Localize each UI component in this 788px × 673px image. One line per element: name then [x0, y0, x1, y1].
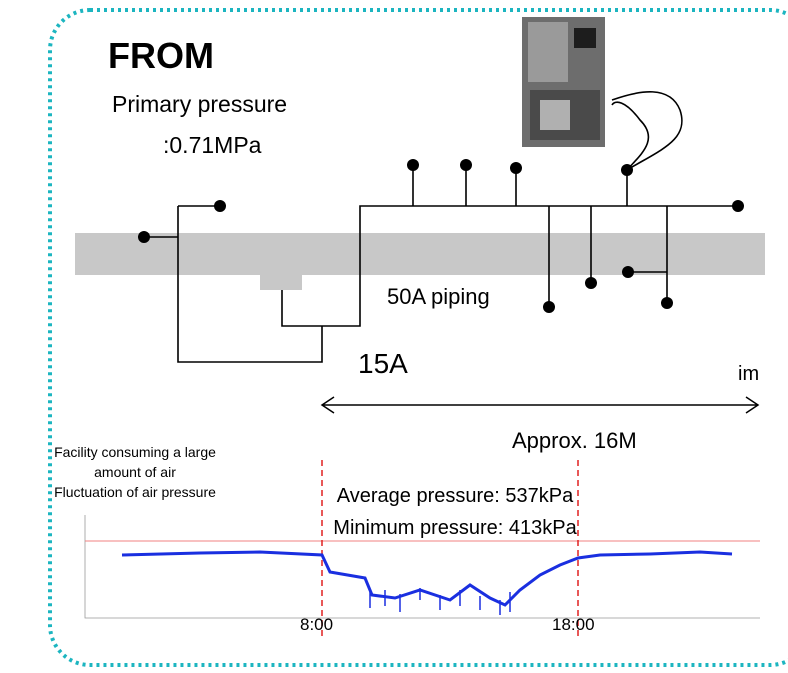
caption-line: Facility consuming a large [54, 444, 216, 460]
pipe-joint [260, 275, 302, 290]
cut-text: im [738, 363, 759, 385]
pressure-label: Primary pressure [112, 91, 287, 117]
pressure-graph [84, 460, 760, 640]
end-time: 18:00 [552, 615, 595, 634]
branch-pipe-label: 15A [358, 348, 408, 379]
main-pipe-label: 50A piping [387, 284, 490, 309]
main-pipe-band [75, 233, 765, 275]
average-pressure: Average pressure: 537kPa [337, 485, 574, 507]
piping-network [138, 91, 744, 363]
title: FROM [108, 35, 214, 76]
distance-arrow [320, 396, 760, 414]
machine-photo [522, 17, 605, 147]
pressure-value: :0.71MPa [163, 132, 262, 158]
distance-label: Approx. 16M [512, 428, 637, 453]
dotted-border [48, 8, 788, 667]
start-time: 8:00 [300, 615, 333, 634]
minimum-pressure: Minimum pressure: 413kPa [333, 517, 577, 539]
caption-line: amount of air [94, 464, 176, 480]
caption-line: Fluctuation of air pressure [54, 484, 216, 500]
